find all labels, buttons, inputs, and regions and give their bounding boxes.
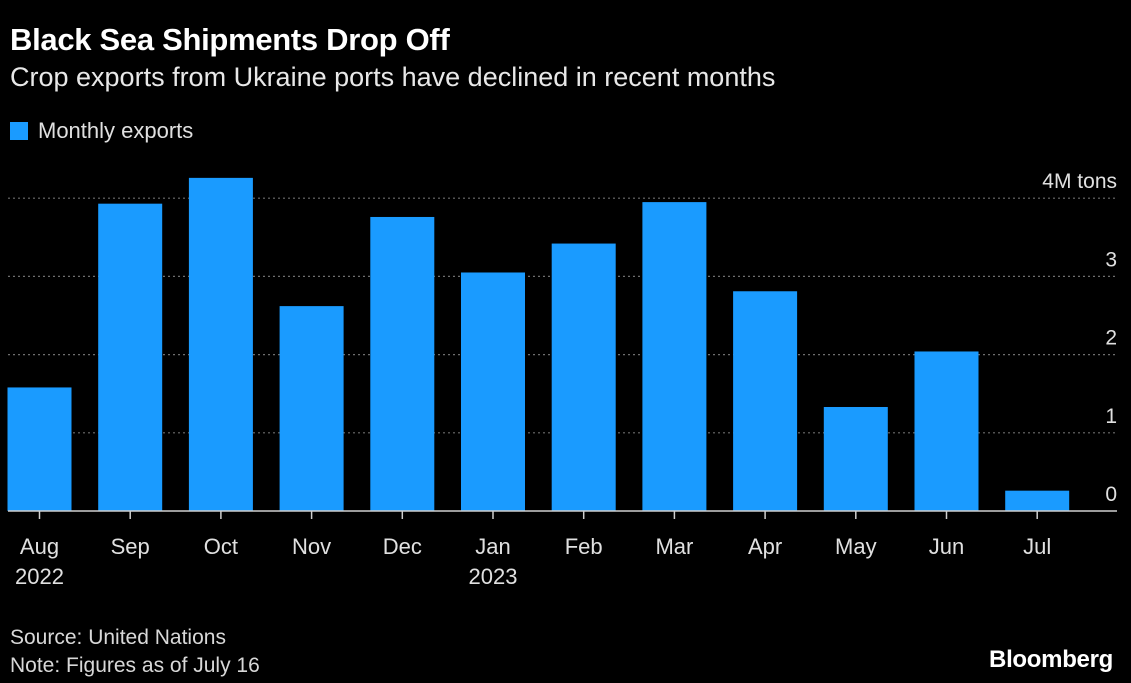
bar-chart: 0 1 2 3 4M tons Aug 2022 Sep Oct Nov Dec Jan 2023 Feb… xyxy=(7,170,1117,589)
bar xyxy=(823,406,888,511)
note-text: Note: Figures as of July 16 xyxy=(10,654,260,677)
y-tick-label: 1 xyxy=(1105,405,1117,428)
x-tick-label: Jul xyxy=(1023,534,1051,559)
y-tick-label: 2 xyxy=(1105,327,1117,350)
x-tick-label: Nov xyxy=(292,534,331,559)
bar xyxy=(733,291,798,511)
y-tick-label: 0 xyxy=(1105,483,1117,506)
x-tick-label: 2023 xyxy=(469,564,518,589)
legend: Monthly exports xyxy=(10,118,193,144)
x-tick-label: Aug xyxy=(20,534,59,559)
source-text: Source: United Nations xyxy=(10,626,226,649)
x-tick-label: 2022 xyxy=(15,564,64,589)
bar xyxy=(642,202,707,512)
source-notes: Source: United Nations Note: Figures as … xyxy=(10,624,260,680)
bloomberg-logo: Bloomberg xyxy=(989,646,1113,673)
y-tick-label: 4M tons xyxy=(1042,170,1117,193)
bar xyxy=(7,387,72,511)
legend-label: Monthly exports xyxy=(38,118,194,143)
bar xyxy=(551,243,616,511)
bar xyxy=(1005,490,1070,511)
chart-title: Black Sea Shipments Drop Off xyxy=(10,22,450,57)
x-tick-label: Sep xyxy=(111,534,150,559)
x-tick-label: Jan xyxy=(475,534,510,559)
legend-swatch xyxy=(10,122,28,140)
x-tick-label: Jun xyxy=(929,534,964,559)
chart-subtitle: Crop exports from Ukraine ports have dec… xyxy=(10,62,776,92)
x-tick-label: Oct xyxy=(204,534,238,559)
x-tick-label: Apr xyxy=(748,534,782,559)
bar xyxy=(188,177,253,512)
y-tick-label: 3 xyxy=(1105,248,1117,271)
x-tick-label: May xyxy=(835,534,877,559)
bar xyxy=(370,216,435,511)
x-tick-label: Mar xyxy=(655,534,693,559)
bar xyxy=(461,272,525,511)
bar xyxy=(279,306,344,511)
bar xyxy=(914,351,979,511)
bar xyxy=(98,203,163,511)
x-tick-label: Dec xyxy=(383,534,422,559)
x-tick-label: Feb xyxy=(565,534,603,559)
